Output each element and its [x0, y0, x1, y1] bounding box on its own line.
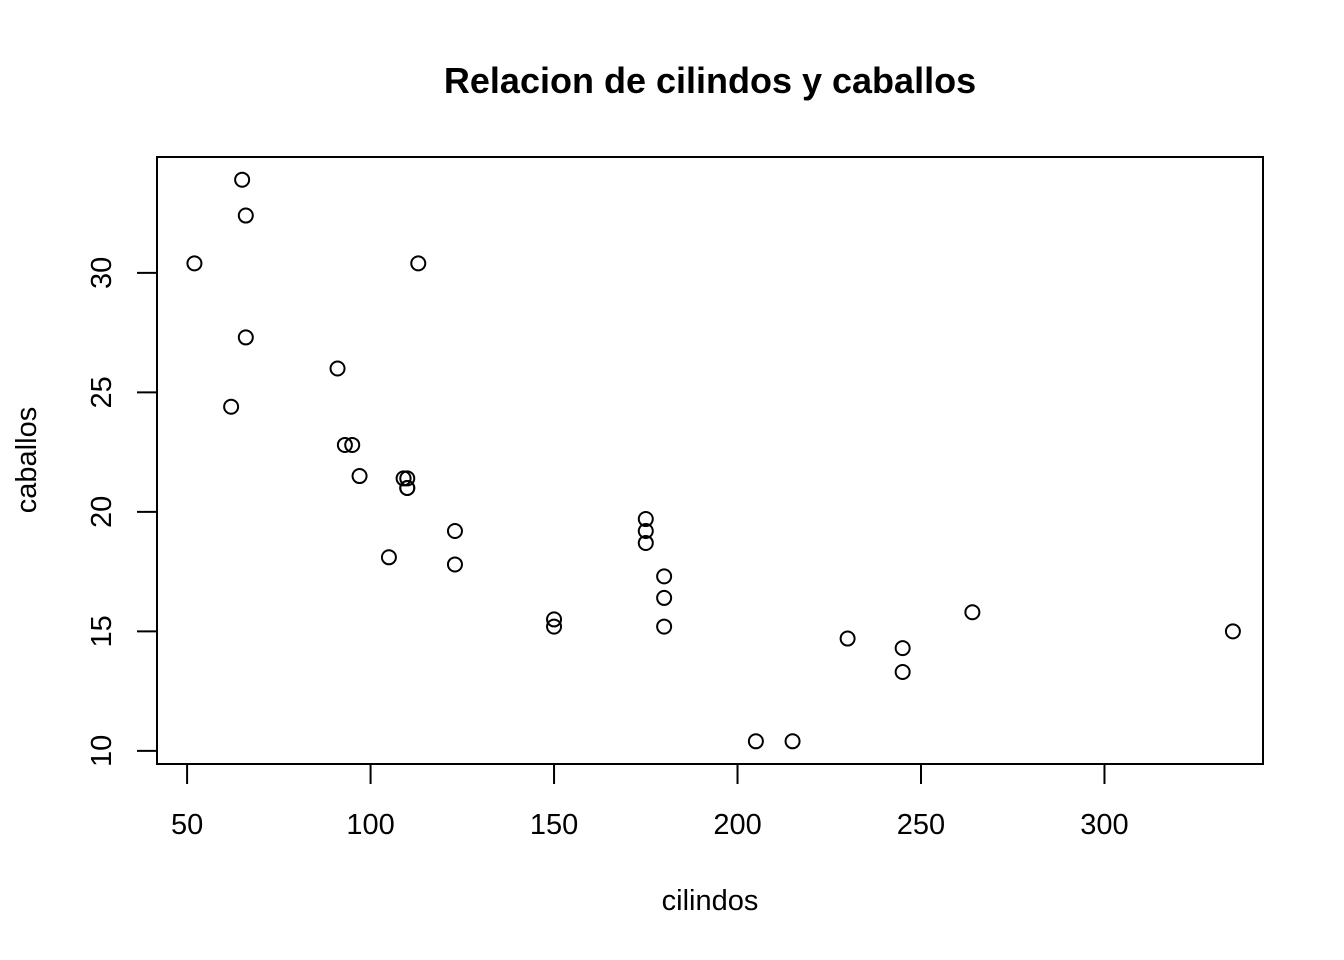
data-point — [839, 630, 856, 647]
data-point — [237, 207, 254, 224]
data-point — [1224, 623, 1241, 640]
x-tick-label: 250 — [897, 809, 945, 841]
data-point — [637, 511, 654, 528]
x-tick-label: 100 — [346, 809, 394, 841]
data-point — [546, 611, 563, 628]
data-point — [446, 522, 463, 539]
data-point — [237, 329, 254, 346]
data-point — [223, 398, 240, 415]
data-point — [380, 549, 397, 566]
x-tick-label: 200 — [713, 809, 761, 841]
y-axis: 10 15 20 25 30 — [86, 257, 158, 767]
y-axis-label: caballos — [11, 407, 43, 513]
data-point — [656, 568, 673, 585]
data-point — [446, 556, 463, 573]
data-point — [894, 663, 911, 680]
y-tick-label: 10 — [86, 735, 118, 767]
data-point — [186, 255, 203, 272]
data-point — [351, 468, 368, 485]
data-point — [656, 589, 673, 606]
x-tick-label: 150 — [530, 809, 578, 841]
data-point — [336, 436, 353, 453]
data-point — [784, 733, 801, 750]
data-point — [399, 470, 416, 487]
x-axis-label: cilindos — [662, 885, 759, 917]
data-point — [894, 640, 911, 657]
x-axis: 50 100 150 200 250 300 — [171, 763, 1129, 841]
data-points — [186, 171, 1241, 750]
y-tick-label: 30 — [86, 257, 118, 289]
y-tick-label: 15 — [86, 615, 118, 647]
data-point — [399, 479, 416, 496]
data-point — [747, 733, 764, 750]
x-tick-label: 300 — [1080, 809, 1128, 841]
y-tick-label: 20 — [86, 496, 118, 528]
data-point — [234, 171, 251, 188]
data-point — [329, 360, 346, 377]
data-point — [637, 534, 654, 551]
plot-frame — [156, 156, 1264, 765]
data-point — [964, 604, 981, 621]
y-tick-label: 25 — [86, 376, 118, 408]
data-point — [656, 618, 673, 635]
chart-title: Relacion de cilindos y caballos — [444, 60, 976, 101]
data-point — [637, 522, 654, 539]
data-point — [344, 436, 361, 453]
data-point — [410, 255, 427, 272]
x-tick-label: 50 — [171, 809, 203, 841]
data-point — [546, 618, 563, 635]
